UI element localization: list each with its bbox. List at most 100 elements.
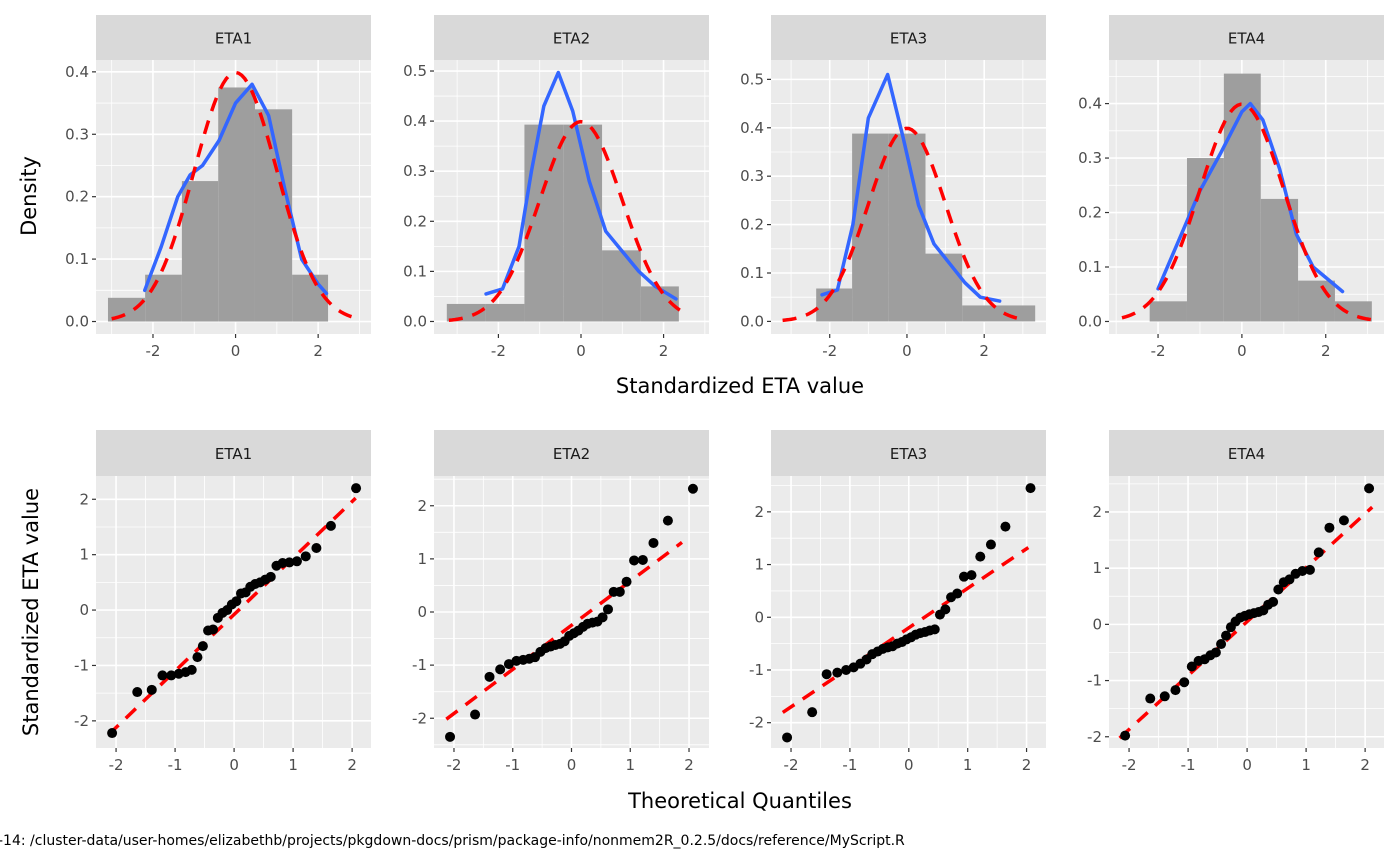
histogram-bar: [181, 181, 219, 322]
histogram-bar: [925, 253, 963, 322]
qq-point: [648, 537, 659, 548]
y-tick-label: 0.2: [65, 188, 89, 206]
x-tick-label: 1: [1301, 756, 1311, 774]
x-tick-label: 0: [1242, 756, 1252, 774]
histogram-bar: [998, 305, 1036, 322]
x-tick-label: 0: [231, 342, 241, 360]
plot-marks: [107, 70, 360, 322]
qq-point: [1268, 596, 1279, 607]
plot-marks: [781, 483, 1036, 743]
qq-point: [621, 576, 632, 587]
facet-strip-label: ETA1: [215, 445, 252, 463]
y-tick-label: 0.0: [403, 312, 427, 330]
x-tick-label: -1: [1181, 756, 1196, 774]
y-tick-label: 0.2: [403, 212, 427, 230]
facet-strip: [771, 15, 1046, 60]
y-tick-label: -1: [1087, 672, 1102, 690]
histogram-bar: [446, 303, 486, 322]
y-tick-label: 0: [79, 601, 89, 619]
y-tick-label: 0.3: [740, 167, 764, 185]
x-tick-label: 0: [902, 342, 912, 360]
facet-strip: [434, 15, 709, 60]
y-tick-label: 0.5: [403, 62, 427, 80]
qq-point: [1210, 647, 1221, 658]
qq-point: [952, 588, 963, 599]
panel-top-eta2: ETA2 -2 0 2 0.0 0.1 0.2 0.3 0.4 0.5: [403, 15, 709, 360]
normal-density-curve: [782, 126, 1018, 323]
facet-strip: [96, 430, 371, 476]
y-tick-label: 2: [417, 497, 427, 515]
normal-density-curve: [1121, 102, 1373, 322]
density-curve: [820, 72, 1002, 303]
facet-strip: [96, 15, 371, 60]
x-tick-label: 0: [904, 756, 914, 774]
density-curve: [142, 82, 329, 296]
plot-marks: [107, 483, 362, 739]
y-tick-label: -1: [749, 661, 764, 679]
qq-point: [231, 596, 242, 607]
qq-point: [1179, 677, 1190, 688]
qq-point: [311, 543, 322, 554]
x-tick-label: -2: [109, 756, 124, 774]
qq-point: [265, 571, 276, 582]
facet-strip-label: ETA2: [553, 30, 590, 48]
y-tick-label: 2: [754, 503, 764, 521]
x-tick-label: 2: [313, 342, 323, 360]
y-tick-label: 0.1: [65, 250, 89, 268]
footer-script-path: -14: /cluster-data/user-homes/elizabethb…: [0, 833, 905, 849]
qq-point: [157, 670, 168, 681]
qq-point: [186, 664, 197, 675]
y-tick-label: 0.3: [403, 162, 427, 180]
y-tick-label: 0: [754, 608, 764, 626]
qq-point: [1000, 521, 1011, 532]
bottom-y-axis-title: Standardized ETA value: [19, 488, 43, 736]
facet-strip-label: ETA1: [215, 30, 252, 48]
qq-point: [1025, 483, 1036, 494]
qq-point: [325, 520, 336, 531]
histogram-bar: [145, 274, 182, 322]
y-tick-label: 0.4: [65, 63, 89, 81]
y-tick-label: -1: [412, 656, 427, 674]
y-tick-label: 0.0: [65, 313, 89, 331]
y-tick-label: 2: [79, 490, 89, 508]
facet-strip: [434, 430, 709, 476]
y-tick-label: -2: [749, 714, 764, 732]
x-tick-label: 1: [625, 756, 635, 774]
qq-point: [966, 570, 977, 581]
y-tick-label: 1: [754, 556, 764, 574]
facet-strip-label: ETA4: [1228, 30, 1265, 48]
x-tick-label: 0: [576, 342, 586, 360]
y-tick-label: 0.2: [740, 216, 764, 234]
qq-reference-line: [781, 546, 1030, 714]
x-tick-label: -1: [842, 756, 857, 774]
x-tick-label: 0: [229, 756, 239, 774]
histogram-bar: [292, 274, 329, 322]
y-tick-label: 0.3: [65, 125, 89, 143]
histogram-bar: [524, 124, 564, 322]
qq-point: [208, 624, 219, 635]
x-tick-label: 1: [963, 756, 973, 774]
y-tick-label: 2: [1092, 503, 1102, 521]
x-tick-label: -2: [145, 342, 160, 360]
panels: ETA1 -2 0 2 0.0 0.1 0.2 0.3 0.4 ETA2 -2 0 2 0.0 0.1 0.2…: [65, 15, 1384, 774]
plot-marks: [782, 72, 1036, 323]
histogram-bar: [602, 250, 641, 322]
qq-point: [1159, 691, 1170, 702]
qq-point: [192, 652, 203, 663]
y-tick-label: 0.1: [740, 264, 764, 282]
qq-point: [1273, 584, 1284, 595]
facet-strip-label: ETA4: [1228, 445, 1265, 463]
qq-point: [197, 641, 208, 652]
x-tick-label: -2: [446, 756, 461, 774]
x-tick-label: 2: [684, 756, 694, 774]
qq-point: [1304, 564, 1315, 575]
qq-point: [841, 664, 852, 675]
y-tick-label: 0.0: [740, 312, 764, 330]
qq-point: [1170, 685, 1181, 696]
qq-point: [1297, 565, 1308, 576]
qq-point: [637, 554, 648, 565]
qq-point: [821, 669, 832, 680]
y-tick-label: 0.0: [1078, 312, 1102, 330]
x-tick-label: 1: [288, 756, 298, 774]
